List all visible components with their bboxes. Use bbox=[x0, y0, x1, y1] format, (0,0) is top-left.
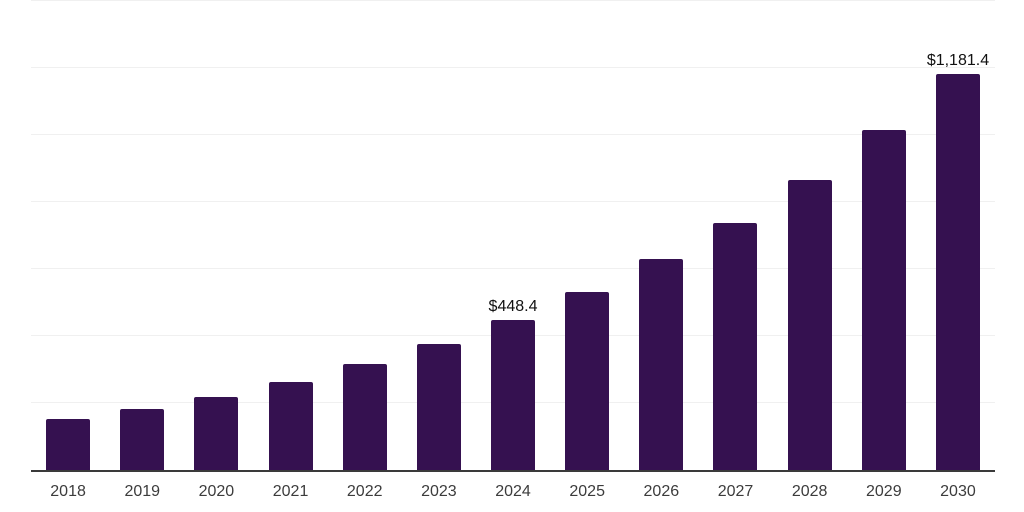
x-tick-label-2028: 2028 bbox=[791, 483, 828, 500]
bar-column-2019 bbox=[105, 1, 179, 470]
bar-2027 bbox=[713, 223, 758, 470]
x-tick-label-2021: 2021 bbox=[272, 483, 309, 500]
value-label-2030: $1,181.4 bbox=[926, 52, 990, 70]
x-tick-label-2029: 2029 bbox=[866, 483, 902, 500]
x-tick-label-2024: 2024 bbox=[495, 483, 531, 500]
bars-container: $448.4 $1,181.4 bbox=[31, 1, 995, 470]
x-tick-label-2025: 2025 bbox=[569, 483, 605, 500]
bar-column-2028 bbox=[773, 1, 847, 470]
gridline-1400 bbox=[31, 0, 995, 1]
bar-column-2023 bbox=[402, 1, 476, 470]
bar-column-2024: $448.4 bbox=[476, 1, 550, 470]
bar-2020 bbox=[194, 396, 239, 470]
x-axis-labels: 2018 2019 2020 2021 2022 2023 2024 2025 2026 2027… bbox=[31, 484, 995, 500]
gridline-1200 bbox=[31, 67, 995, 68]
x-tick-label-2027: 2027 bbox=[717, 483, 754, 500]
bar-2024 bbox=[491, 319, 536, 470]
bar-column-2025 bbox=[550, 1, 624, 470]
x-tick-label-2023: 2023 bbox=[421, 483, 457, 500]
x-tick-label-2018: 2018 bbox=[50, 483, 86, 500]
bar-column-2018 bbox=[31, 1, 105, 470]
x-tick-label-2026: 2026 bbox=[643, 483, 680, 500]
bar-column-2021 bbox=[253, 1, 327, 470]
plot-area: $448.4 $1,181.4 bbox=[31, 0, 995, 472]
bar-column-2026 bbox=[624, 1, 698, 470]
bar-2021 bbox=[268, 381, 313, 470]
bar-column-2030: $1,181.4 bbox=[921, 1, 995, 470]
bar-2022 bbox=[342, 363, 387, 470]
gridline-600 bbox=[31, 268, 995, 269]
gridline-1000 bbox=[31, 134, 995, 135]
bar-column-2020 bbox=[179, 1, 253, 470]
bar-2026 bbox=[639, 258, 684, 470]
bar-2023 bbox=[416, 344, 461, 470]
bar-column-2022 bbox=[328, 1, 402, 470]
value-label-2024: $448.4 bbox=[488, 297, 538, 315]
bar-2018 bbox=[46, 419, 91, 470]
bar-2030 bbox=[935, 74, 980, 470]
bar-2028 bbox=[787, 179, 832, 470]
x-tick-label-2019: 2019 bbox=[124, 483, 161, 500]
bar-2029 bbox=[861, 129, 906, 470]
bar-2019 bbox=[120, 409, 165, 470]
x-tick-label-2030: 2030 bbox=[940, 483, 976, 500]
bar-column-2029 bbox=[847, 1, 921, 470]
bar-2025 bbox=[565, 292, 610, 470]
x-tick-label-2020: 2020 bbox=[198, 483, 235, 500]
gridline-800 bbox=[31, 201, 995, 202]
bar-column-2027 bbox=[698, 1, 772, 470]
x-tick-label-2022: 2022 bbox=[346, 483, 383, 500]
